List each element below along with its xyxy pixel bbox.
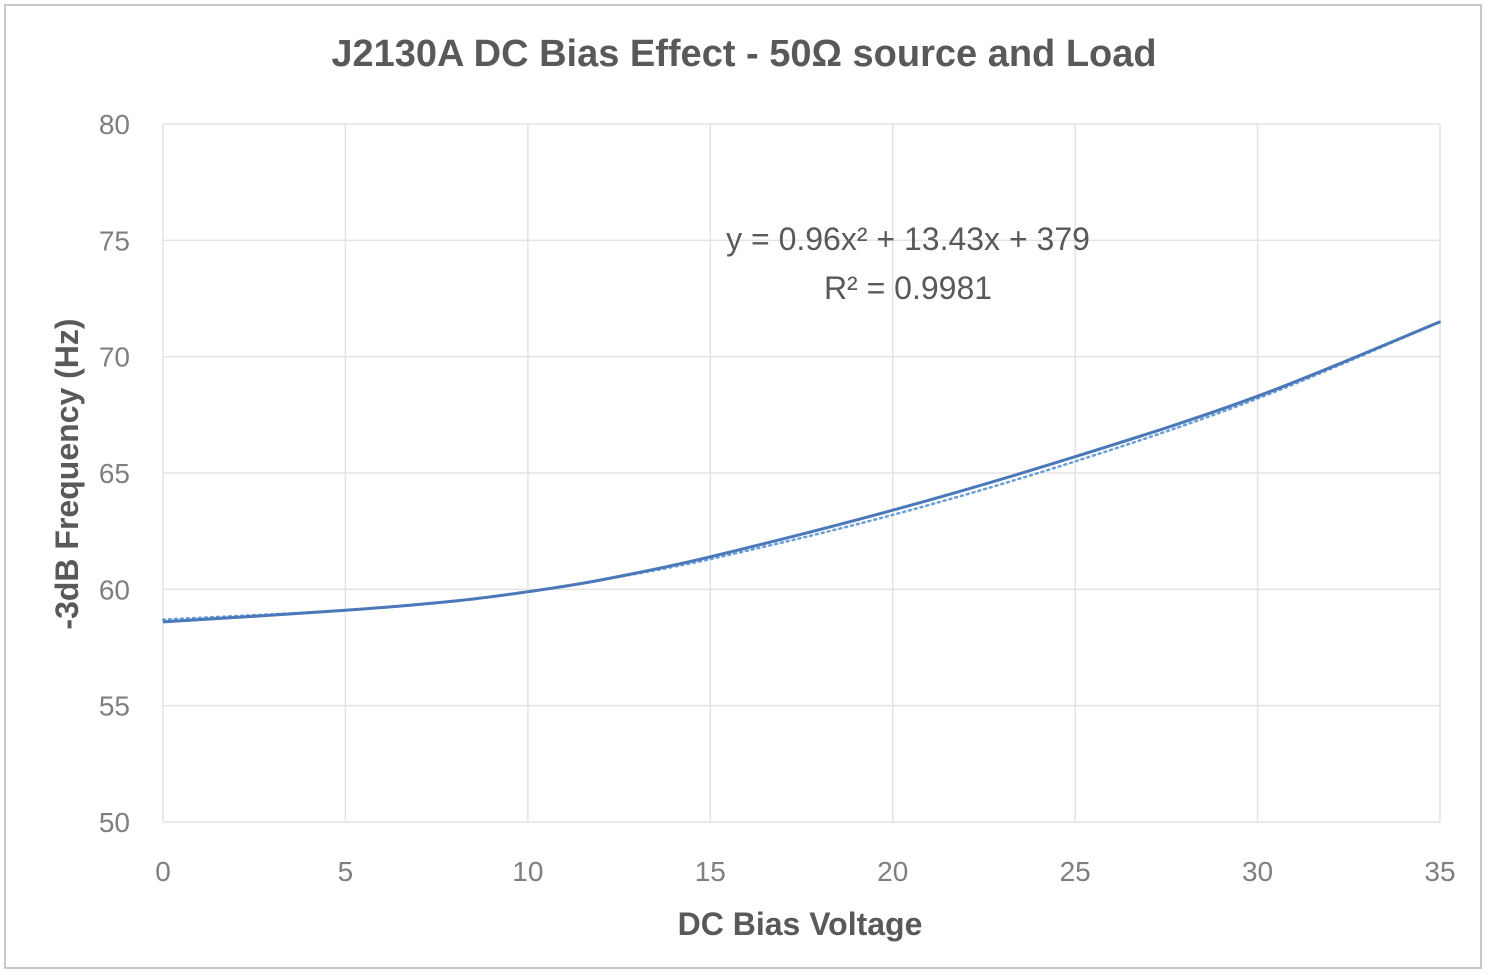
trendline-r2: R² = 0.9981	[824, 270, 992, 306]
x-axis-label: DC Bias Voltage	[678, 906, 923, 942]
chart-title: J2130A DC Bias Effect - 50Ω source and L…	[331, 33, 1156, 75]
x-tick-label: 15	[695, 856, 726, 887]
x-tick-label: 0	[155, 856, 171, 887]
y-tick-label: 60	[99, 574, 130, 605]
x-tick-label: 5	[338, 856, 354, 887]
x-tick-label: 25	[1060, 856, 1091, 887]
chart-frame	[4, 4, 1482, 969]
trendline	[161, 320, 1442, 621]
y-tick-labels: 50 55 60 65 70 75 80	[99, 109, 130, 838]
y-tick-label: 70	[99, 342, 130, 373]
series-group	[161, 320, 1442, 624]
y-tick-label: 80	[99, 109, 130, 140]
series-line-0	[162, 320, 1441, 624]
y-tick-label: 50	[99, 807, 130, 838]
y-axis-label: -3dB Frequency (Hz)	[49, 318, 85, 629]
y-tick-label: 65	[99, 458, 130, 489]
trendline-equation: y = 0.96x² + 13.43x + 379	[726, 221, 1090, 257]
y-tick-label: 55	[99, 691, 130, 722]
x-tick-label: 10	[512, 856, 543, 887]
grid	[162, 123, 1441, 823]
x-tick-label: 20	[877, 856, 908, 887]
x-tick-label: 30	[1242, 856, 1273, 887]
y-tick-label: 75	[99, 225, 130, 256]
x-tick-labels: 0 5 10 15 20 25 30 35	[155, 856, 1455, 887]
x-tick-label: 35	[1424, 856, 1455, 887]
